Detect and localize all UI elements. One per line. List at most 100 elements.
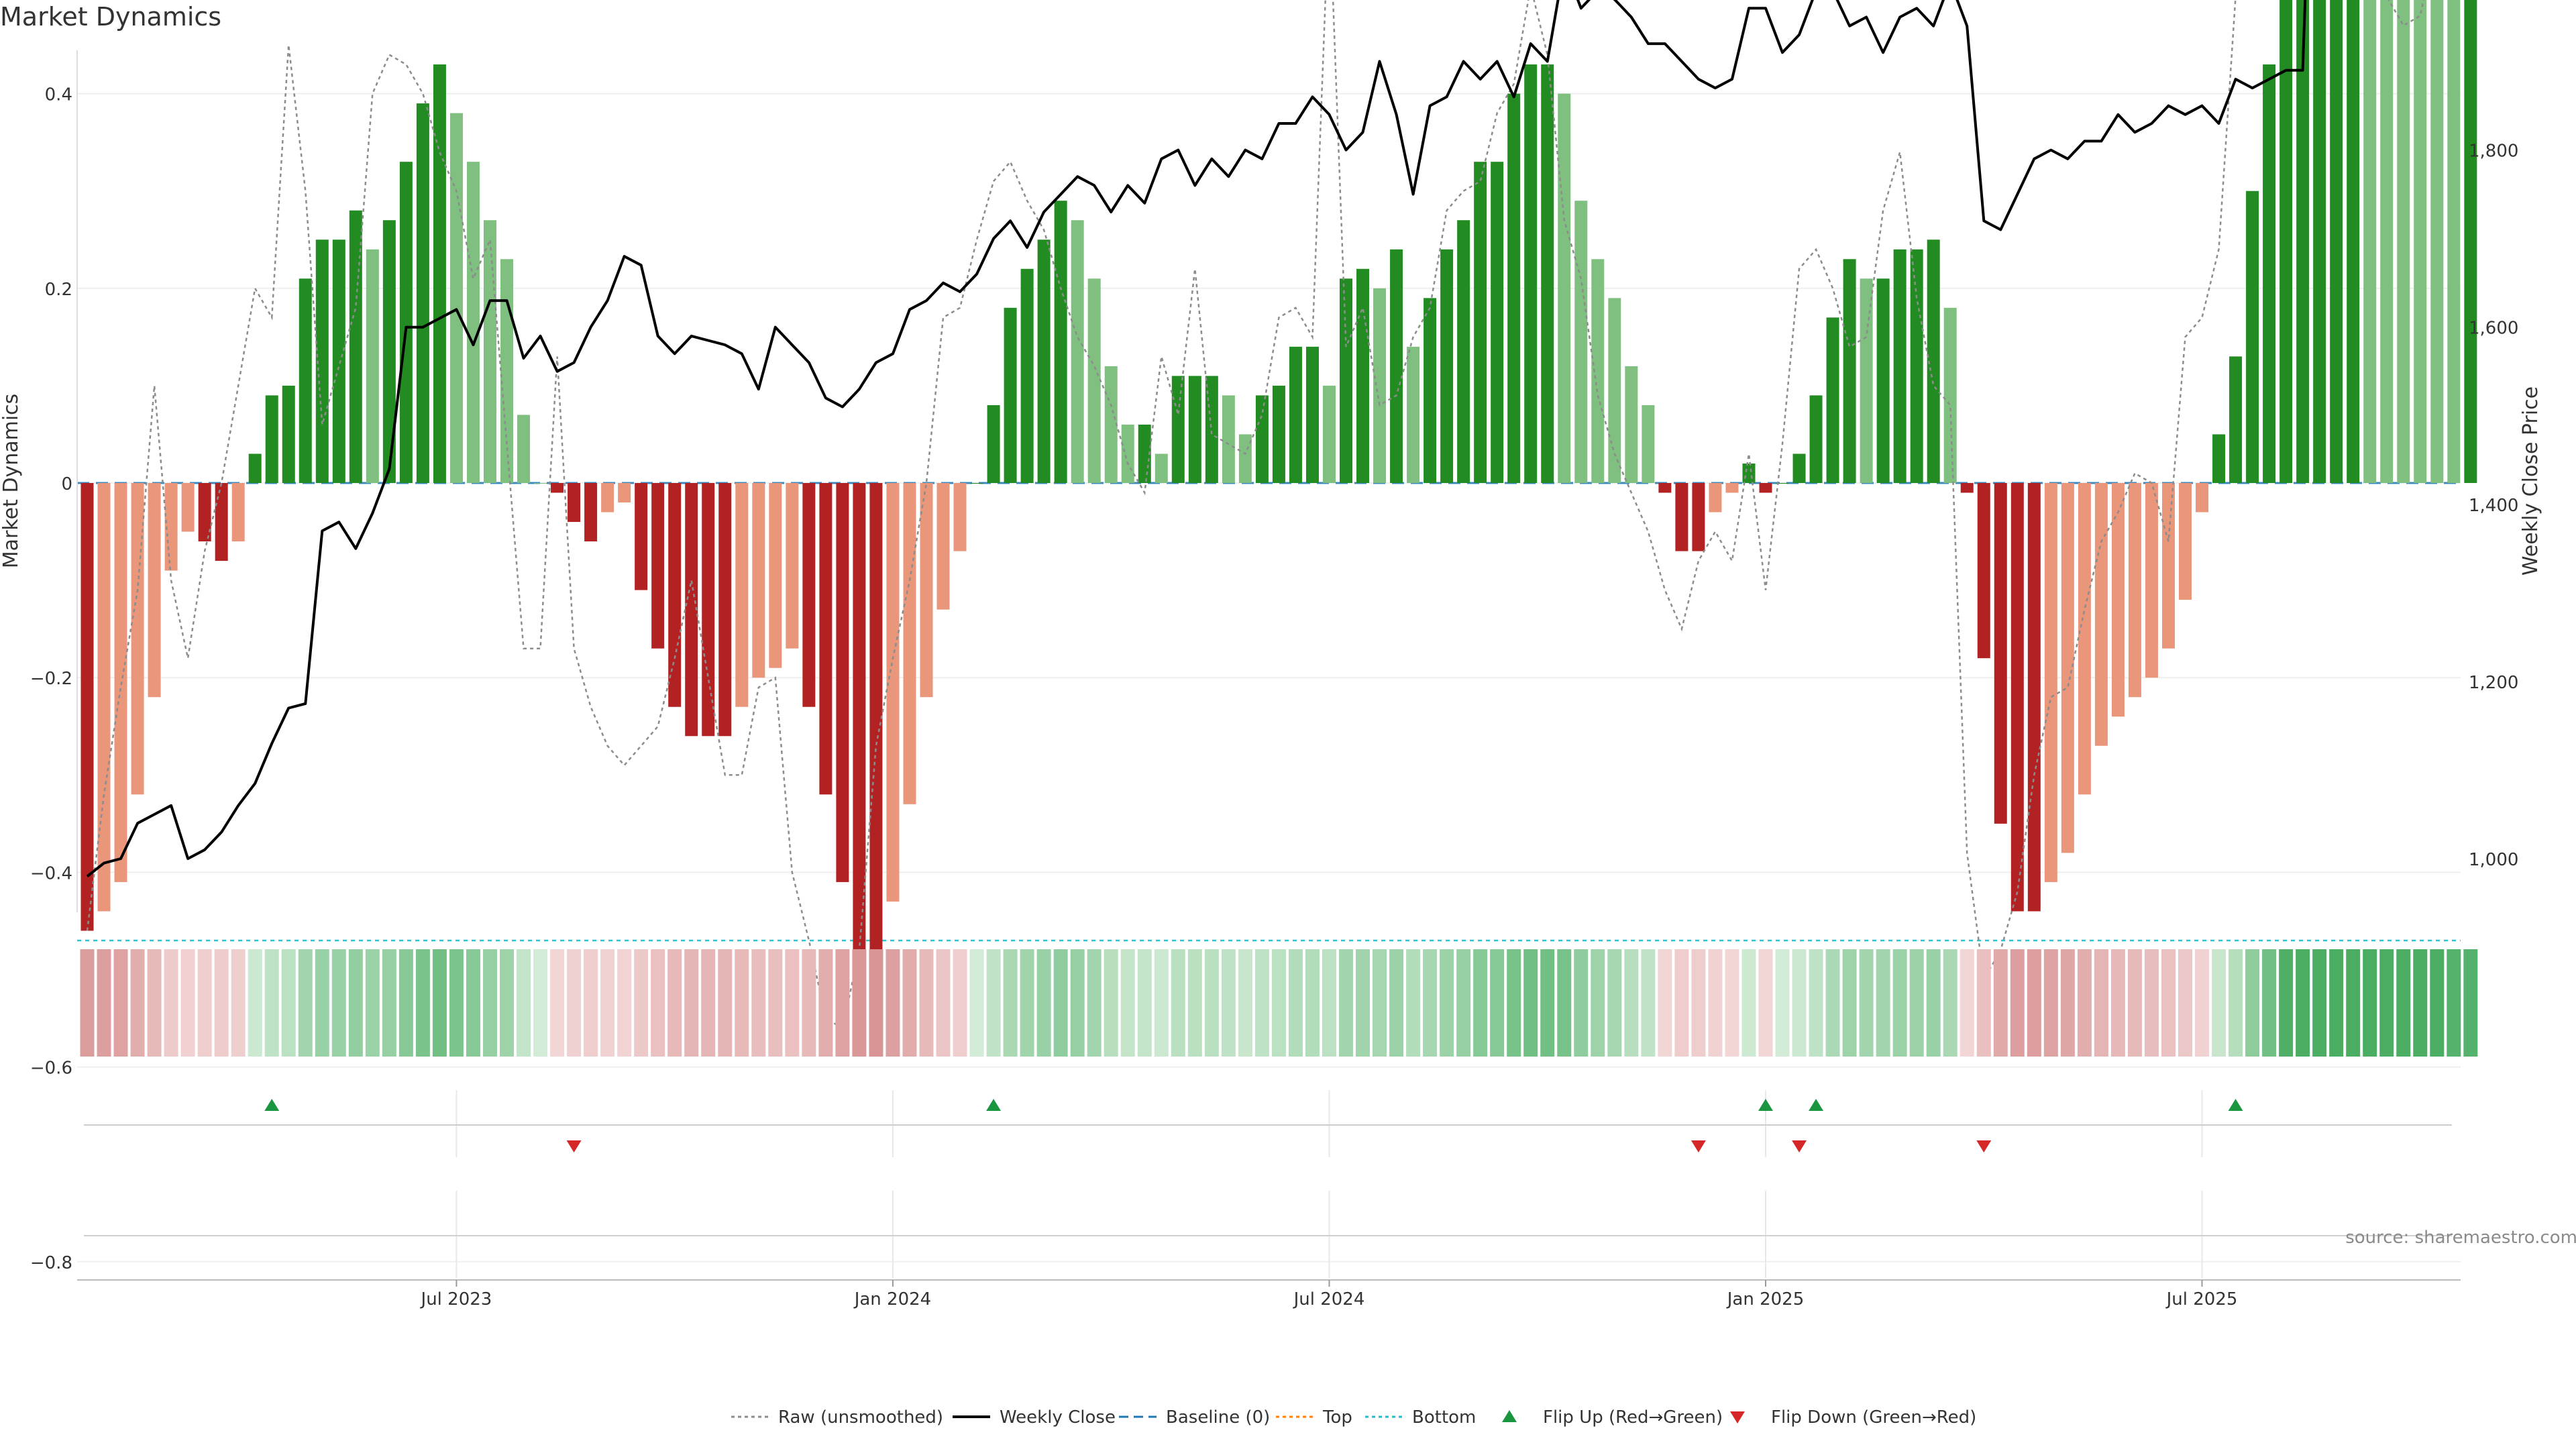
dynamics-bar	[1776, 483, 1789, 484]
y2-tick-label: 1,000	[2469, 850, 2518, 870]
heat-cell	[147, 949, 162, 1057]
y-tick-label: −0.2	[30, 669, 72, 689]
heat-cell	[1792, 949, 1807, 1057]
main-panel: −0.8−0.6−0.4−0.200.20.40.60.8 1,0001,200…	[0, 0, 2542, 1273]
dynamics-bar	[2263, 64, 2276, 483]
dynamics-bar	[1709, 483, 1722, 513]
heat-cell	[651, 949, 665, 1057]
close-series	[86, 0, 2307, 877]
dynamics-bar	[366, 249, 379, 483]
dynamics-bar	[769, 483, 782, 668]
dynamics-bar	[1759, 483, 1772, 493]
heat-cell	[1053, 949, 1068, 1057]
heat-cell	[1456, 949, 1471, 1057]
dynamics-bar	[2464, 0, 2477, 483]
dynamics-bar	[1792, 453, 1806, 483]
dynamics-bar	[1373, 288, 1387, 483]
heat-cell	[1154, 949, 1169, 1057]
heat-cell	[885, 949, 900, 1057]
dynamics-bar	[1104, 366, 1118, 483]
dynamics-bar	[2430, 0, 2444, 483]
y-tick-label: 0	[61, 474, 72, 494]
dynamics-bar	[2380, 0, 2394, 484]
dynamics-bar	[2145, 483, 2158, 678]
heat-cell	[1070, 949, 1085, 1057]
heat-cell	[818, 949, 833, 1057]
dynamics-bar	[2347, 0, 2360, 484]
heat-cell	[1607, 949, 1622, 1057]
dynamics-bar	[1020, 268, 1034, 483]
heat-cell	[2077, 949, 2092, 1057]
heat-cell	[1574, 949, 1589, 1057]
dynamics-bar	[601, 483, 614, 513]
heat-cell	[1507, 949, 1521, 1057]
legend-item: Flip Up (Red→Green)	[1502, 1407, 1723, 1428]
heat-cell	[348, 949, 363, 1057]
heat-cell	[214, 949, 229, 1057]
dynamics-bar	[886, 483, 900, 902]
dynamics-bar	[2414, 0, 2427, 484]
x-tick-label: Jul 2025	[2165, 1289, 2238, 1309]
regime-heat-strip	[80, 949, 2478, 1057]
dynamics-bar	[1558, 93, 1571, 484]
dynamics-bar	[282, 385, 295, 483]
heat-cell	[835, 949, 850, 1057]
legend-label: Weekly Close	[1000, 1407, 1116, 1428]
heat-cell	[1591, 949, 1605, 1057]
dynamics-bar	[1121, 424, 1134, 483]
heat-cell	[1876, 949, 1890, 1057]
dynamics-bar	[819, 483, 833, 795]
legend-label: Bottom	[1412, 1407, 1476, 1428]
legend: Raw (unsmoothed) Weekly Close Baseline (0)…	[731, 1407, 1976, 1428]
dynamics-bar	[1809, 395, 1823, 483]
dynamics-bar	[399, 162, 413, 484]
dynamics-bar	[1491, 162, 1504, 484]
flip-up-marker	[2228, 1099, 2243, 1111]
heat-cell	[2010, 949, 2025, 1057]
heat-cell	[1473, 949, 1488, 1057]
dynamics-bar	[1977, 483, 1990, 659]
heat-cell	[902, 949, 917, 1057]
dynamics-bar	[1289, 346, 1302, 483]
dynamics-bar	[315, 239, 329, 483]
heat-cell	[80, 949, 95, 1057]
dynamics-bar	[2296, 0, 2310, 483]
dynamics-bar	[433, 64, 446, 483]
y2-tick-label: 1,600	[2469, 319, 2518, 339]
heat-cell	[550, 949, 565, 1057]
legend-label: Top	[1322, 1407, 1352, 1428]
heat-cell	[600, 949, 615, 1057]
heat-cell	[1691, 949, 1706, 1057]
dynamics-bar	[1188, 376, 1201, 483]
dynamics-bar	[1860, 278, 1873, 483]
dynamics-bar	[2044, 483, 2057, 882]
dynamics-bar	[1642, 405, 1655, 483]
heat-cell	[1120, 949, 1135, 1057]
dynamics-bar	[466, 162, 480, 484]
dynamics-bar	[517, 415, 531, 483]
dynamics-bar	[2246, 191, 2259, 483]
heat-cell	[1540, 949, 1555, 1057]
dynamics-bar	[1238, 434, 1252, 483]
heat-cell	[97, 949, 111, 1057]
heat-cell	[802, 949, 816, 1057]
dynamics-bar	[2313, 0, 2326, 483]
lower-vertical-gridlines	[455, 1191, 2203, 1278]
heat-cell	[180, 949, 195, 1057]
dynamics-bar	[1876, 278, 1890, 483]
legend-item: Top	[1276, 1407, 1352, 1428]
dynamics-bar	[635, 483, 648, 590]
dynamics-bar	[584, 483, 598, 542]
heat-cell	[684, 949, 699, 1057]
dynamics-bar	[1071, 220, 1084, 483]
heat-cell	[869, 949, 883, 1057]
heat-cell	[1020, 949, 1034, 1057]
dynamics-bar	[853, 483, 866, 970]
dynamics-bar	[936, 483, 950, 610]
dynamics-bar	[1138, 424, 1151, 483]
heat-cell	[1825, 949, 1840, 1057]
dynamics-bar	[1658, 483, 1672, 493]
y-tick-label: −0.6	[30, 1059, 72, 1079]
heat-cell	[1909, 949, 1924, 1057]
heat-cell	[1993, 949, 2008, 1057]
